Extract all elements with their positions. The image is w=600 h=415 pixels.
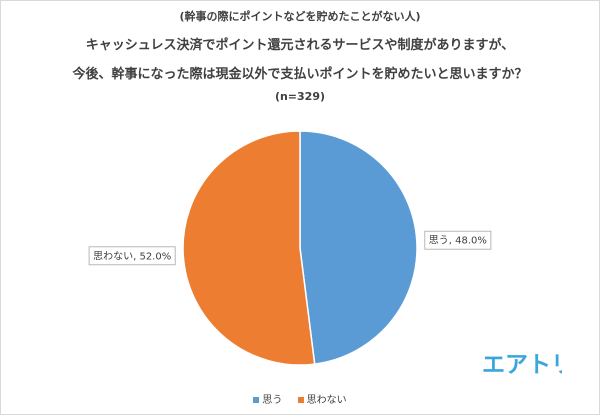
svg-text:思う, 48.0%: 思う, 48.0% (429, 235, 487, 247)
pie-slice-omowanai (182, 130, 316, 366)
legend-label-omowanai: 思わない (306, 395, 347, 406)
legend-swatch-omou (253, 397, 260, 403)
chart-title-line-1: キャッシュレス決済でポイント還元されるサービスや制度がありますが、 (85, 38, 515, 53)
chart-title-line-2: 今後、幹事になった際は現金以外で支払いポイントを貯めたいと思いますか？ (72, 67, 528, 82)
svg-text:エアトリ: エアトリ (482, 352, 562, 378)
legend: 思う 思わない (0, 391, 600, 406)
pie-slice-omou (299, 130, 418, 365)
airtrip-logo: エアトリ (482, 346, 574, 384)
data-label-omou: 思う, 48.0% (424, 230, 492, 250)
chart-subtitle: (幹事の際にポイントなどを貯めたことがない人) (179, 10, 421, 23)
sample-size: (n=329) (274, 90, 326, 103)
legend-label-omou: 思う (262, 395, 283, 406)
legend-item-omowanai: 思わない (297, 391, 347, 406)
legend-swatch-omowanai (297, 397, 304, 403)
data-label-omowanai: 思わない, 52.0% (88, 246, 176, 266)
airtrip-logo-mark: エアトリ (482, 352, 574, 378)
svg-text:思わない, 52.0%: 思わない, 52.0% (93, 250, 171, 262)
legend-item-omou: 思う (253, 391, 282, 406)
